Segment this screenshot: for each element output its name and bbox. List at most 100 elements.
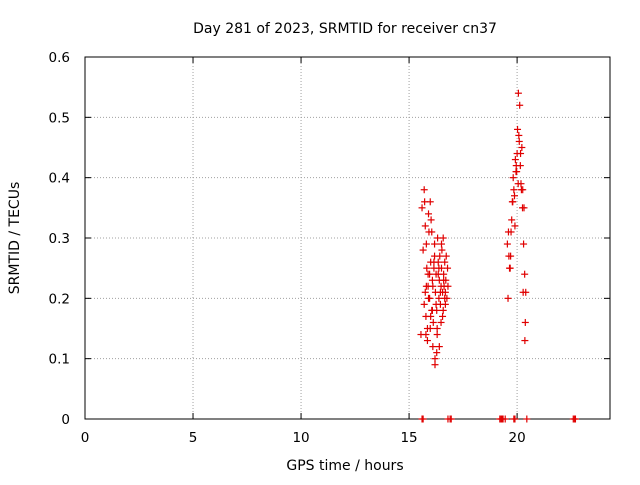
grid [85,57,610,419]
data-points [417,89,579,423]
data-point [514,125,522,133]
data-point [511,192,519,200]
data-point [433,325,441,332]
data-point [431,361,439,369]
data-point [514,89,522,97]
data-point [425,294,433,302]
data-point [431,355,439,363]
data-point [432,300,440,308]
data-point [521,337,529,345]
data-point [520,240,528,248]
data-point [429,343,437,351]
data-point [435,264,443,272]
data-point [422,331,430,339]
data-point [507,228,515,236]
data-point [421,222,429,230]
data-point [439,312,447,320]
data-point [503,240,511,248]
data-point [419,246,427,254]
data-point [422,240,430,248]
data-point [433,331,441,339]
data-point [441,294,449,302]
x-tick-label: 15 [400,430,417,446]
data-point [441,288,449,296]
data-point [512,162,520,170]
data-point [427,216,435,224]
data-point [520,204,528,212]
data-point [444,282,452,290]
data-point [420,300,428,308]
data-point [419,415,427,423]
data-point [418,204,426,212]
data-point [511,222,519,230]
ticks: 0 5 10 15 20 0 0.1 0.2 0.3 0.4 0.5 0.6 [49,50,610,446]
data-point [440,276,448,284]
data-point [427,312,435,320]
data-point [437,240,445,248]
data-point [441,258,449,266]
data-point [420,186,428,194]
data-point [521,270,529,278]
data-point [437,318,445,326]
data-point [510,186,518,194]
data-point [447,415,455,423]
data-point [430,258,438,266]
data-point [519,186,527,194]
data-point [441,300,449,308]
data-point [442,252,450,260]
data-point [424,282,432,290]
data-point [433,349,441,357]
data-point [426,198,434,206]
data-point [505,252,513,260]
y-tick-label: 0.6 [49,50,70,66]
data-point [513,168,521,176]
y-axis-label: SRMTID / TECUs [7,182,23,295]
data-point [425,210,433,218]
y-tick-label: 0.3 [49,231,70,247]
data-point [444,264,452,272]
data-point [435,343,443,351]
data-point [515,131,523,139]
data-point [521,318,529,326]
data-point [511,415,519,423]
data-point [523,415,531,423]
x-axis-label: GPS time / hours [286,458,403,474]
data-point [423,337,431,345]
data-point [506,264,514,272]
data-point [423,264,431,272]
data-point [429,318,437,326]
x-tick-label: 5 [189,430,198,446]
data-point [511,156,519,164]
data-point [509,174,517,182]
data-point [421,288,429,296]
data-point [434,270,442,278]
y-tick-label: 0.4 [49,171,70,187]
data-point [508,198,516,206]
chart-title: Day 281 of 2023, SRMTID for receiver cn3… [193,21,497,37]
data-point [423,325,431,332]
data-point [428,228,436,236]
data-point [516,101,524,109]
data-point [438,246,446,254]
data-point [519,288,527,296]
data-point [426,270,434,278]
data-point [501,415,509,423]
data-point [428,306,436,314]
y-tick-label: 0.5 [49,110,70,126]
x-tick-label: 0 [81,430,90,446]
data-point [517,180,525,188]
data-point [508,216,516,224]
y-tick-label: 0.1 [49,352,70,368]
data-point [439,306,447,314]
y-tick-label: 0.2 [49,291,70,307]
x-tick-label: 20 [509,430,526,446]
y-tick-label: 0 [61,412,70,428]
data-point [517,150,525,158]
data-point [431,252,439,260]
data-point [571,415,579,423]
data-point [515,137,523,145]
data-point [518,144,526,151]
data-point [504,294,512,302]
